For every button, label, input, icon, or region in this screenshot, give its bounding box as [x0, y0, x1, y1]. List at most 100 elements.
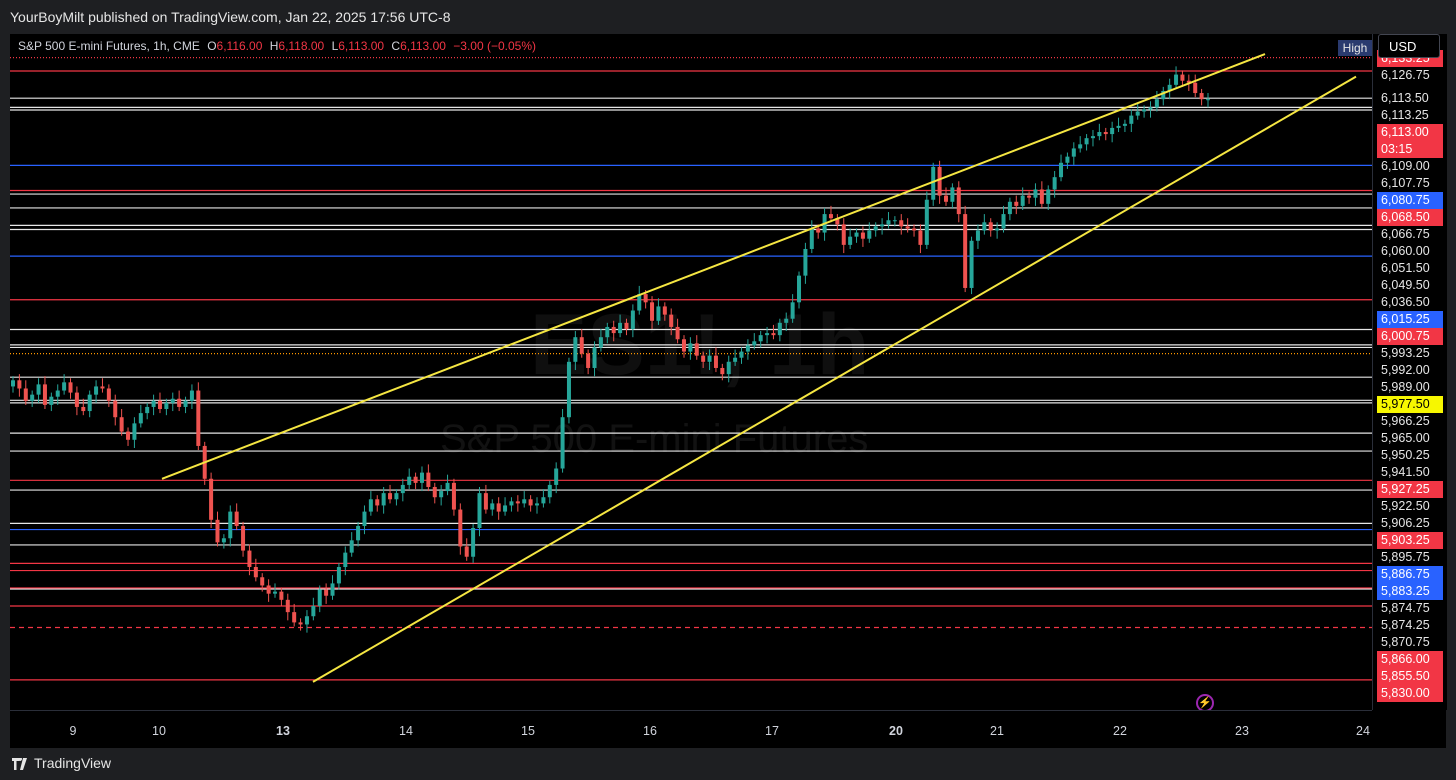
candle-body[interactable] [860, 232, 865, 239]
candle-body[interactable] [68, 382, 73, 393]
currency-button[interactable]: USD [1378, 34, 1440, 58]
candle-body[interactable] [624, 322, 629, 329]
candle-body[interactable] [675, 326, 680, 340]
candle-body[interactable] [432, 486, 437, 498]
candle-body[interactable] [566, 361, 571, 418]
candle-body[interactable] [1193, 82, 1198, 94]
candle-body[interactable] [164, 402, 169, 410]
candle-body[interactable] [119, 417, 124, 432]
candle-body[interactable] [317, 589, 322, 606]
candle-body[interactable] [956, 187, 961, 215]
candle-body[interactable] [1059, 162, 1064, 178]
candle-body[interactable] [445, 482, 450, 492]
candle-body[interactable] [279, 591, 284, 600]
candle-body[interactable] [17, 380, 22, 389]
candle-body[interactable] [892, 220, 897, 222]
candle-body[interactable] [598, 337, 603, 348]
candle-body[interactable] [816, 228, 821, 233]
candle-body[interactable] [1161, 90, 1166, 100]
candle-body[interactable] [1142, 109, 1147, 112]
candle-body[interactable] [1116, 125, 1121, 128]
candle-body[interactable] [55, 390, 60, 397]
candle-body[interactable] [94, 386, 99, 395]
candle-body[interactable] [963, 214, 968, 288]
candle-body[interactable] [138, 413, 143, 424]
candle-body[interactable] [854, 232, 859, 237]
candle-body[interactable] [311, 605, 316, 617]
candle-body[interactable] [253, 566, 258, 578]
candle-body[interactable] [458, 509, 463, 547]
candle-body[interactable] [362, 511, 367, 526]
candle-body[interactable] [560, 417, 565, 469]
candle-body[interactable] [573, 337, 578, 362]
candle-body[interactable] [720, 367, 725, 375]
candle-body[interactable] [145, 406, 150, 414]
candle-body[interactable] [273, 591, 278, 594]
candle-body[interactable] [106, 388, 111, 401]
candle-body[interactable] [1020, 195, 1025, 206]
candle-body[interactable] [451, 482, 456, 510]
candle-body[interactable] [1186, 80, 1191, 83]
candle-body[interactable] [407, 476, 412, 485]
candle-body[interactable] [426, 472, 431, 487]
candle-body[interactable] [381, 493, 386, 506]
candle-body[interactable] [554, 468, 559, 485]
candle-body[interactable] [157, 400, 162, 410]
candle-body[interactable] [298, 622, 303, 625]
candle-body[interactable] [1084, 138, 1089, 145]
candle-body[interactable] [1180, 74, 1185, 81]
candle-body[interactable] [196, 390, 201, 446]
candle-body[interactable] [368, 499, 373, 512]
candle-body[interactable] [1039, 189, 1044, 204]
candle-body[interactable] [151, 400, 156, 407]
candle-body[interactable] [1199, 93, 1204, 100]
candle-body[interactable] [739, 351, 744, 358]
candle-body[interactable] [189, 390, 194, 401]
candle-body[interactable] [528, 499, 533, 506]
candle-body[interactable] [183, 400, 188, 407]
trendline-upper[interactable] [161, 53, 1266, 480]
price-plot[interactable] [10, 34, 1372, 710]
candle-body[interactable] [503, 505, 508, 512]
candle-body[interactable] [541, 497, 546, 504]
candle-body[interactable] [982, 222, 987, 231]
candle-body[interactable] [713, 355, 718, 368]
candle-body[interactable] [988, 222, 993, 231]
candle-body[interactable] [324, 589, 329, 596]
candle-body[interactable] [995, 228, 1000, 231]
candle-body[interactable] [1167, 84, 1172, 91]
candle-body[interactable] [1007, 201, 1012, 215]
candle-body[interactable] [758, 335, 763, 342]
candle-body[interactable] [579, 337, 584, 354]
candle-body[interactable] [841, 224, 846, 245]
candle-body[interactable] [1046, 189, 1051, 204]
candle-body[interactable] [375, 499, 380, 506]
candle-body[interactable] [630, 310, 635, 329]
candle-body[interactable] [1174, 74, 1179, 85]
candle-body[interactable] [522, 499, 527, 504]
candle-body[interactable] [937, 166, 942, 196]
candle-body[interactable] [643, 294, 648, 303]
candle-body[interactable] [873, 226, 878, 231]
candle-body[interactable] [439, 491, 444, 498]
candle-body[interactable] [1052, 177, 1057, 190]
trendline-lower[interactable] [312, 75, 1357, 683]
candle-body[interactable] [285, 599, 290, 613]
candle-body[interactable] [975, 230, 980, 241]
candle-body[interactable] [30, 394, 35, 401]
candle-body[interactable] [464, 546, 469, 557]
candle-body[interactable] [726, 361, 731, 375]
candle-body[interactable] [1129, 115, 1134, 124]
candle-body[interactable] [509, 501, 514, 506]
candle-body[interactable] [349, 540, 354, 553]
candle-body[interactable] [247, 550, 252, 567]
candle-body[interactable] [477, 493, 482, 529]
candle-body[interactable] [707, 355, 712, 362]
candle-body[interactable] [221, 538, 226, 543]
candle-body[interactable] [1090, 136, 1095, 139]
candle-body[interactable] [1014, 201, 1019, 206]
candle-body[interactable] [1078, 144, 1083, 149]
candle-body[interactable] [1206, 99, 1210, 101]
candle-body[interactable] [535, 503, 540, 506]
candle-body[interactable] [1027, 195, 1032, 198]
